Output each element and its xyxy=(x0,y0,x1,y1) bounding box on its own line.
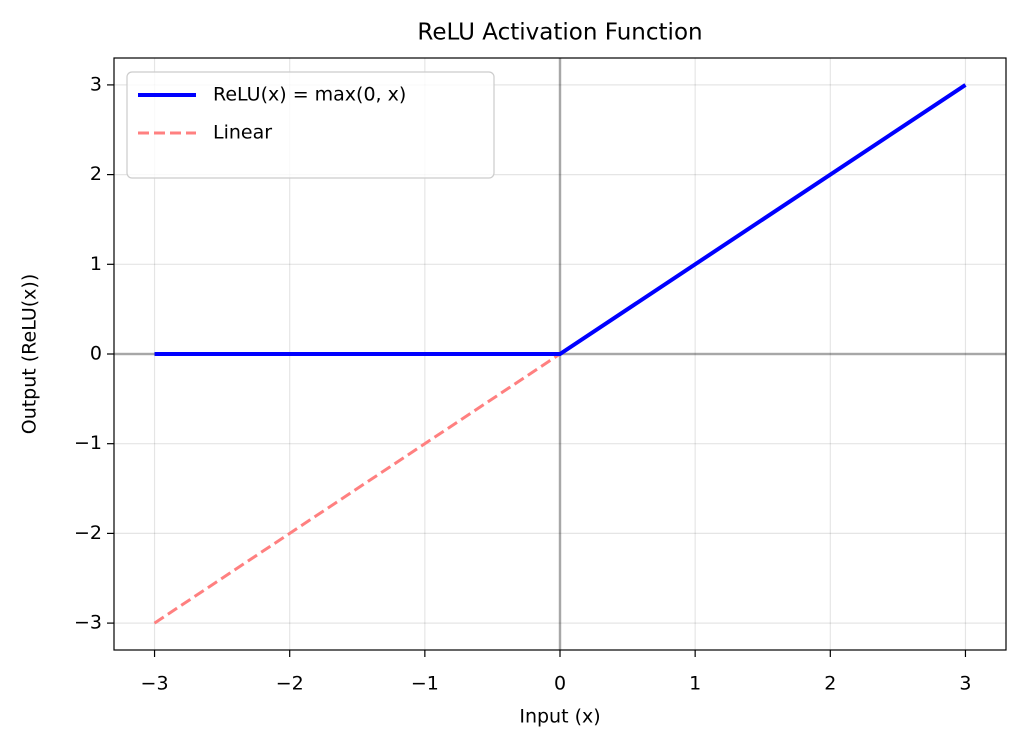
x-tick-label: 2 xyxy=(824,673,836,695)
x-tick-label: 1 xyxy=(689,673,701,695)
legend-label: Linear xyxy=(213,122,272,144)
x-tick-label: 0 xyxy=(554,673,566,695)
y-tick-label: 1 xyxy=(90,253,102,275)
legend-label: ReLU(x) = max(0, x) xyxy=(213,84,406,106)
chart-title: ReLU Activation Function xyxy=(417,20,702,46)
x-tick-label: −3 xyxy=(141,673,169,695)
series-line xyxy=(154,83,967,356)
y-axis-label: Output (ReLU(x)) xyxy=(19,274,41,435)
legend-box xyxy=(126,71,495,179)
x-tick-label: −1 xyxy=(411,673,439,695)
legend: ReLU(x) = max(0, x) Linear xyxy=(126,71,495,179)
y-tick-label: −2 xyxy=(74,522,102,544)
x-axis-label: Input (x) xyxy=(519,706,600,728)
y-tick-label: 0 xyxy=(90,343,102,365)
x-tick-label: −2 xyxy=(276,673,304,695)
plot-frame xyxy=(113,57,1007,651)
y-tick-label: 3 xyxy=(90,73,102,95)
y-tick-label: −3 xyxy=(74,612,102,634)
y-tick-label: 2 xyxy=(90,163,102,185)
x-tick-label: 3 xyxy=(959,673,971,695)
y-tick-label: −1 xyxy=(74,432,102,454)
